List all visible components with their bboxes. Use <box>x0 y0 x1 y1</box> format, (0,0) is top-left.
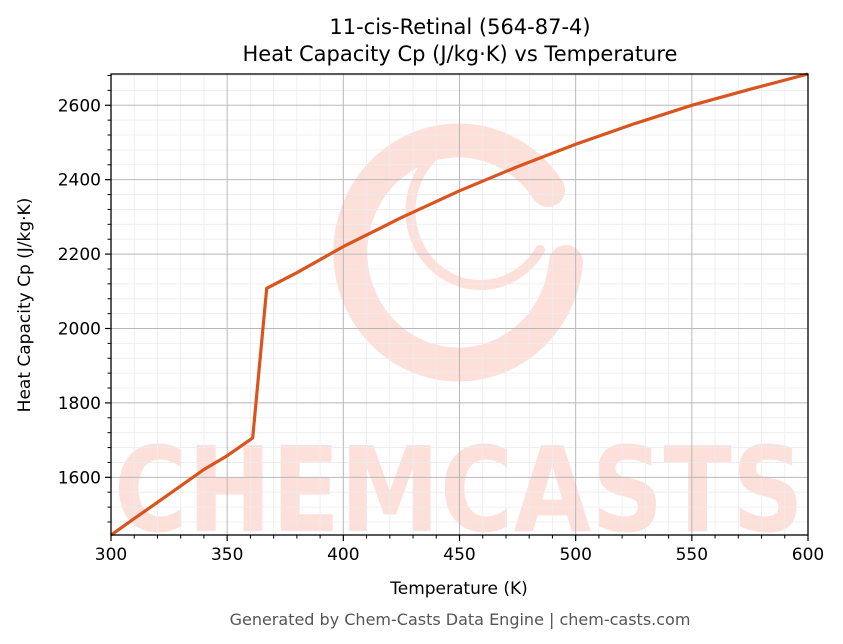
y-tick-label: 1800 <box>58 394 101 414</box>
series-line <box>110 72 809 537</box>
axis-ticks: 300 350 400 450 500 550 600 1600 1800 2000 2200 240… <box>58 74 824 565</box>
x-tick-label: 400 <box>327 545 359 565</box>
x-tick-label: 500 <box>559 545 591 565</box>
y-tick-label: 2400 <box>58 171 101 191</box>
y-tick-label: 2000 <box>58 319 101 339</box>
watermark-logo <box>333 123 583 382</box>
x-tick-label: 350 <box>211 545 243 565</box>
x-tick-label: 450 <box>443 545 475 565</box>
watermark-logo-inner-arc <box>405 132 545 291</box>
y-tick-label: 1600 <box>58 468 101 488</box>
x-tick-label: 300 <box>95 545 127 565</box>
x-tick-label: 600 <box>792 545 824 565</box>
y-tick-label: 2200 <box>58 245 101 265</box>
chart-title-line2: Heat Capacity Cp (J/kg·K) vs Temperature <box>243 42 678 66</box>
y-axis-label: Heat Capacity Cp (J/kg·K) <box>15 198 35 413</box>
x-tick-label: 550 <box>676 545 708 565</box>
chart-title-line1: 11-cis-Retinal (564-87-4) <box>329 15 590 39</box>
x-axis-label: Temperature (K) <box>389 579 528 599</box>
footer-credit: Generated by Chem-Casts Data Engine | ch… <box>230 610 691 629</box>
y-tick-label: 2600 <box>58 96 101 116</box>
